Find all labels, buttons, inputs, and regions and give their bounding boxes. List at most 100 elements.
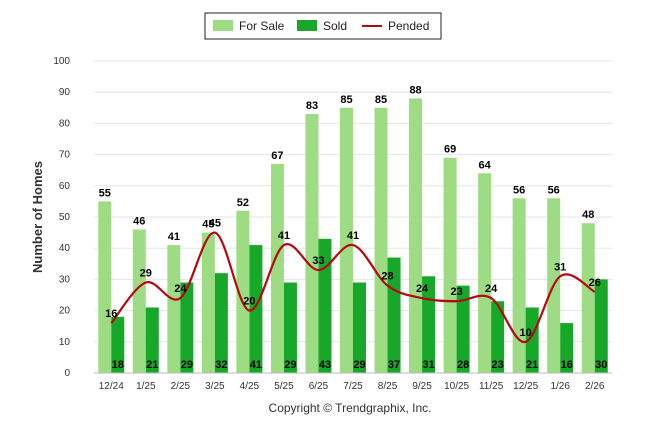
x-tick-label-6/25: 6/25 [309,381,329,392]
bar-for-sale-1/25 [132,229,146,373]
bar-sold-1/26 [560,323,574,373]
label-sold-3/25: 32 [215,359,227,371]
x-tick-label-12/25: 12/25 [513,381,538,392]
bar-for-sale-5/25 [270,163,284,373]
x-tick-label-7/25: 7/25 [343,381,363,392]
label-pended-8/25: 28 [381,271,393,283]
bar-for-sale-12/24 [98,201,112,373]
bar-for-sale-11/25 [478,173,492,373]
bar-for-sale-12/25 [512,198,526,373]
x-tick-label-3/25: 3/25 [205,381,225,392]
bar-for-sale-8/25 [374,107,388,374]
bar-sold-2/26 [594,279,608,373]
label-sold-2/26: 30 [595,359,607,371]
label-pended-1/26: 31 [554,261,566,273]
legend-label-pended: Pended [388,19,429,33]
x-tick-label-2/26: 2/26 [585,381,605,392]
label-pended-11/25: 24 [485,283,498,295]
y-tick-label-100: 100 [53,56,70,67]
y-tick-label-60: 60 [59,181,71,192]
x-tick-label-4/25: 4/25 [240,381,260,392]
label-sold-1/26: 16 [561,359,573,371]
label-sold-1/25: 21 [146,359,158,371]
label-for-sale-1/26: 56 [548,184,560,196]
x-tick-label-9/25: 9/25 [412,381,432,392]
x-tick-label-2/25: 2/25 [171,381,191,392]
label-sold-6/25: 43 [319,359,331,371]
bar-for-sale-3/25 [201,232,215,373]
legend-swatch-sold [297,20,317,31]
legend-label-sold: Sold [323,19,347,33]
y-axis-ticks: 0 10 20 30 40 50 60 70 80 90 100 [53,56,70,379]
legend-swatch-for-sale [213,20,233,31]
bar-for-sale-10/25 [443,157,457,373]
pended-line [110,231,596,343]
y-tick-label-80: 80 [59,118,71,129]
bars [98,98,608,374]
y-axis-title: Number of Homes [30,161,45,273]
label-for-sale-10/25: 69 [444,144,456,156]
bar-sold-4/25 [249,245,263,373]
label-pended-2/26: 26 [589,277,601,289]
x-tick-label-10/25: 10/25 [444,381,469,392]
label-pended-4/25: 20 [243,296,255,308]
bar-for-sale-2/25 [167,245,181,373]
legend-box [204,12,442,40]
label-pended-2/25: 24 [174,283,187,295]
bar-sold-8/25 [387,257,401,373]
label-sold-8/25: 37 [388,359,400,371]
label-for-sale-2/25: 41 [168,231,180,243]
bar-for-sale-9/25 [409,98,423,373]
label-pended-12/25: 10 [520,327,532,339]
x-tick-label-11/25: 11/25 [479,381,504,392]
bar-sold-7/25 [353,282,366,373]
bar-sold-11/25 [491,301,505,373]
label-pended-6/25: 33 [312,255,324,267]
bar-for-sale-2/26 [581,223,595,373]
legend-label-for-sale: For Sale [239,19,285,33]
x-tick-label-1/25: 1/25 [136,381,156,392]
y-tick-label-30: 30 [59,274,71,285]
label-for-sale-7/25: 85 [340,94,352,106]
label-for-sale-1/25: 46 [133,215,145,227]
label-for-sale-5/25: 67 [271,150,283,162]
y-tick-label-70: 70 [59,150,71,161]
label-pended-9/25: 24 [416,283,429,295]
label-for-sale-12/24: 55 [99,187,111,199]
label-sold-7/25: 29 [353,359,365,371]
bar-sold-2/25 [180,282,194,373]
bar-sold-5/25 [283,282,297,373]
label-sold-12/25: 21 [526,359,538,371]
y-tick-label-40: 40 [59,243,71,254]
y-tick-label-90: 90 [59,87,71,98]
label-pended-12/24: 16 [105,308,117,320]
bar-sold-12/25 [525,307,539,373]
label-pended-5/25: 41 [278,230,290,242]
label-sold-12/24: 18 [112,359,124,371]
copyright-footer: Copyright © Trendgraphix, Inc. [269,401,432,415]
label-pended-7/25: 41 [347,230,359,242]
label-sold-4/25: 41 [250,359,262,371]
x-tick-label-5/25: 5/25 [274,381,294,392]
bar-sold-10/25 [456,285,470,373]
label-for-sale-2/26: 48 [582,209,594,221]
y-tick-label-20: 20 [59,306,71,317]
bar-sold-3/25 [214,273,228,373]
label-sold-11/25: 23 [492,359,504,371]
bar-sold-1/25 [145,307,159,373]
label-pended-1/25: 29 [140,268,152,280]
label-sold-2/25: 29 [181,359,193,371]
label-for-sale-3/25: 45 [202,219,214,231]
label-for-sale-11/25: 64 [479,159,492,171]
bar-for-sale-6/25 [305,114,319,373]
label-for-sale-12/25: 56 [513,184,525,196]
label-sold-5/25: 29 [284,359,296,371]
label-for-sale-4/25: 52 [237,197,249,209]
x-tick-label-1/26: 1/26 [550,381,570,392]
label-pended-3/25: 45 [209,218,221,230]
legend: For Sale Sold Pended [204,12,442,40]
bar-sold-6/25 [318,238,332,373]
label-sold-10/25: 28 [457,359,469,371]
data-labels: 55 18 46 21 41 29 45 32 52 41 67 29 83 43 85 29 85 37 88 31… [99,84,608,371]
